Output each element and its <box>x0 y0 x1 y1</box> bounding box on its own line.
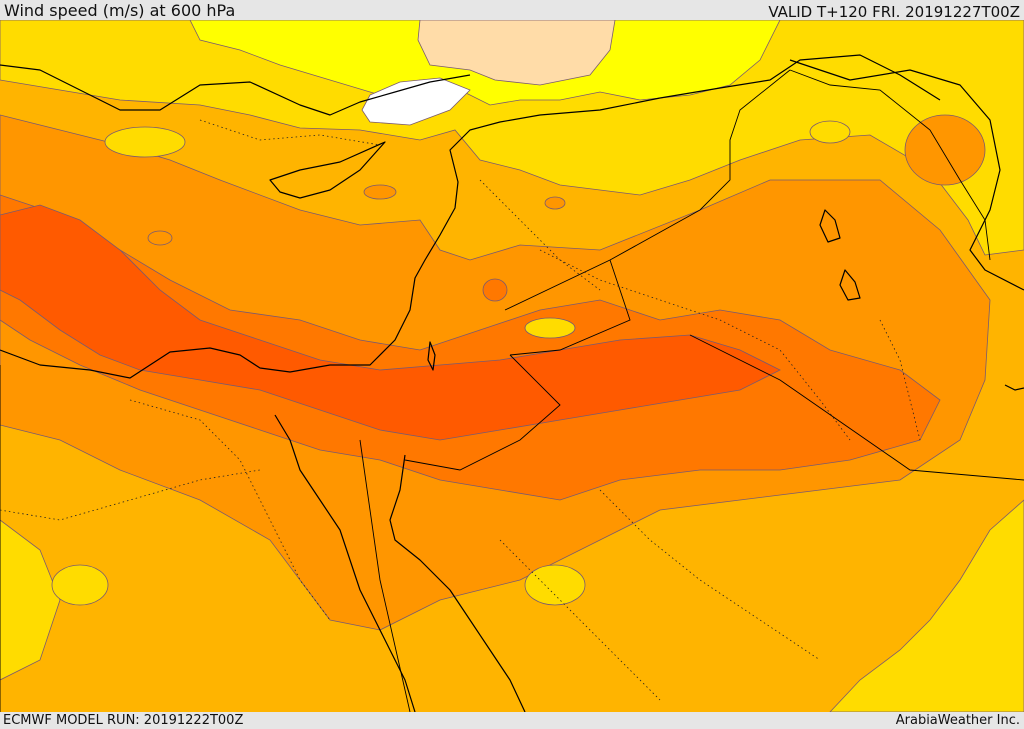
wind-band-spot-2 <box>544 196 566 210</box>
region-border-6 <box>199 119 381 146</box>
region-border-1 <box>129 399 331 621</box>
wind-band-spot-3 <box>482 278 508 302</box>
weather-map[interactable] <box>0 20 1024 712</box>
region-border-2 <box>539 249 851 441</box>
header-bar: Wind speed (m/s) at 600 hPa VALID T+120 … <box>0 0 1024 20</box>
wind-band-island-4 <box>104 126 186 158</box>
coastline-cyprus <box>269 141 386 199</box>
wind-band-spot-5 <box>904 114 986 186</box>
region-border-8 <box>499 539 661 701</box>
wind-band-spot-4 <box>147 230 173 246</box>
coastline-red-sea-west <box>274 414 416 712</box>
border-jordan-saudi <box>509 259 631 356</box>
coastline-red-sea-east <box>389 454 526 712</box>
wind-band-island-3 <box>809 120 851 144</box>
border-sudan-egypt <box>359 439 411 712</box>
wind-band-core <box>0 204 781 441</box>
map-title: Wind speed (m/s) at 600 hPa <box>4 1 236 20</box>
credit: ArabiaWeather Inc. <box>895 713 1020 728</box>
coastline-gulf <box>789 59 1024 291</box>
region-border-4 <box>599 489 821 661</box>
border-iraq-syria <box>699 69 791 211</box>
wind-band-spot-6 <box>524 317 576 339</box>
coastline-persian-gulf <box>1004 384 1024 391</box>
lake-iraq-2 <box>839 269 861 301</box>
valid-time: VALID T+120 FRI. 20191227T00Z <box>768 3 1020 21</box>
region-border-3 <box>479 179 601 291</box>
wind-band-north <box>0 20 1024 256</box>
model-run: ECMWF MODEL RUN: 20191222T00Z <box>3 713 244 728</box>
coastline-dead-sea <box>427 341 436 371</box>
border-iran-iraq <box>789 69 991 261</box>
wind-band-island-2 <box>524 564 586 606</box>
wind-band-south <box>0 519 61 681</box>
region-border-5 <box>0 469 261 521</box>
wind-band-southeast <box>829 499 1024 712</box>
coastline-mediterranean <box>0 54 941 379</box>
footer-bar: ECMWF MODEL RUN: 20191222T00Z ArabiaWeat… <box>0 712 1024 729</box>
wind-band-spot-1 <box>363 184 397 200</box>
border-saudi-south <box>404 354 561 471</box>
wind-band-center-deep <box>0 194 941 501</box>
lake-iraq <box>819 209 841 243</box>
coastline-turkey-north <box>0 64 471 116</box>
wind-band-white <box>361 77 471 126</box>
wind-band-peach <box>417 20 616 86</box>
border-kuwait-iraq <box>689 334 1024 481</box>
wind-band-island-1 <box>51 564 109 606</box>
